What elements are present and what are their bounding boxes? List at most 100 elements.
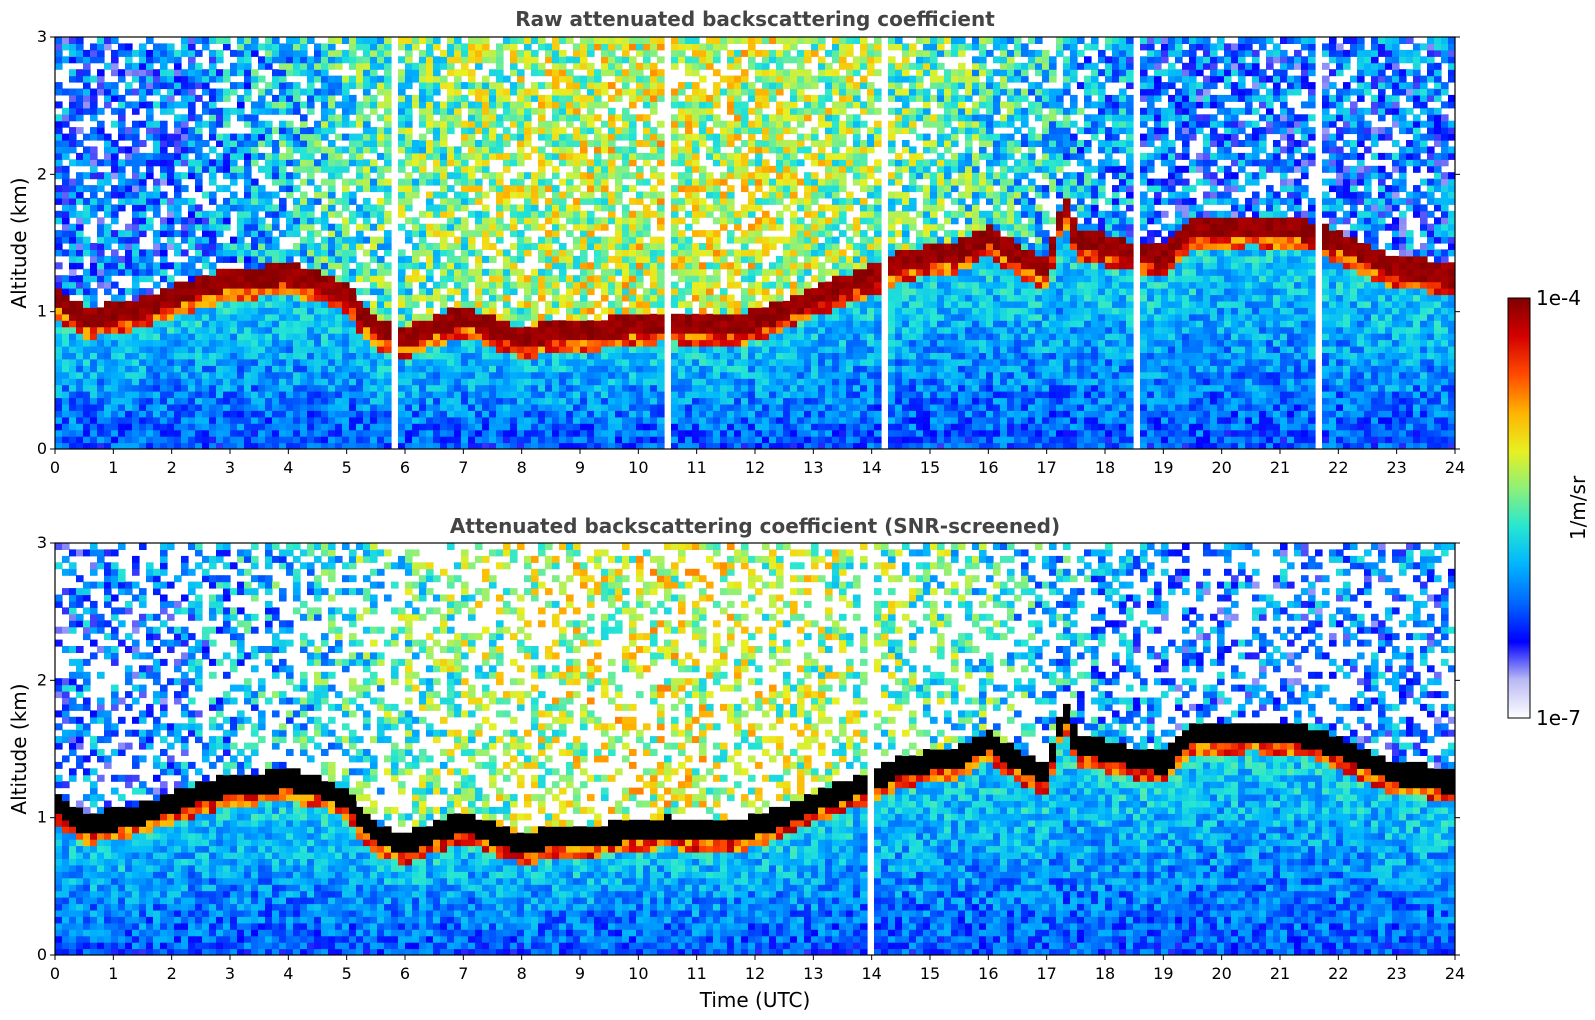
heatmap-cell bbox=[69, 191, 77, 199]
heatmap-cell bbox=[209, 230, 217, 238]
heatmap-cell bbox=[538, 275, 546, 283]
heatmap-cell bbox=[489, 152, 497, 160]
heatmap-cell bbox=[335, 313, 343, 321]
heatmap-cell bbox=[524, 56, 532, 64]
heatmap-cell bbox=[384, 197, 392, 205]
heatmap-cell bbox=[258, 165, 266, 173]
heatmap-cell bbox=[335, 255, 343, 263]
heatmap-cell bbox=[692, 230, 700, 238]
heatmap-cell bbox=[160, 140, 168, 147]
heatmap-cell bbox=[272, 313, 280, 321]
heatmap-cell bbox=[713, 416, 721, 424]
heatmap-cell bbox=[405, 378, 413, 386]
heatmap-cell bbox=[335, 320, 343, 328]
heatmap-cell bbox=[139, 288, 147, 296]
heatmap-cell bbox=[538, 410, 546, 418]
heatmap-cell bbox=[699, 249, 707, 257]
heatmap-cell bbox=[335, 75, 343, 83]
heatmap-cell bbox=[321, 423, 329, 431]
heatmap-cell bbox=[440, 313, 448, 321]
heatmap-cell bbox=[97, 442, 105, 449]
heatmap-cell bbox=[405, 333, 413, 341]
heatmap-cell bbox=[230, 378, 238, 386]
heatmap-cell bbox=[685, 423, 693, 431]
heatmap-cell bbox=[608, 423, 616, 431]
heatmap-cell bbox=[370, 307, 378, 315]
heatmap-cell bbox=[678, 230, 686, 238]
heatmap-cell bbox=[230, 403, 238, 411]
heatmap-cell bbox=[405, 236, 413, 244]
heatmap-cell bbox=[552, 339, 560, 347]
heatmap-cell bbox=[447, 436, 455, 444]
heatmap-cell bbox=[237, 107, 245, 115]
heatmap-cell bbox=[293, 101, 301, 109]
heatmap-cell bbox=[699, 326, 707, 334]
heatmap-cell bbox=[139, 307, 147, 315]
heatmap-cell bbox=[195, 333, 203, 341]
heatmap-cell bbox=[412, 410, 420, 418]
heatmap-cell bbox=[167, 403, 175, 411]
heatmap-cell bbox=[279, 107, 287, 115]
heatmap-cell bbox=[601, 403, 609, 411]
heatmap-cell bbox=[685, 436, 693, 444]
heatmap-cell bbox=[524, 133, 532, 141]
heatmap-cell bbox=[573, 384, 581, 392]
heatmap-cell bbox=[405, 352, 413, 360]
heatmap-cell bbox=[671, 204, 679, 212]
heatmap-cell bbox=[405, 339, 413, 347]
heatmap-cell bbox=[216, 281, 224, 289]
heatmap-cell bbox=[636, 152, 644, 160]
heatmap-cell bbox=[279, 152, 287, 160]
heatmap-cell bbox=[538, 294, 546, 302]
heatmap-cell bbox=[223, 339, 231, 347]
heatmap-cell bbox=[706, 62, 714, 70]
heatmap-cell bbox=[237, 210, 245, 218]
heatmap-cell bbox=[398, 378, 406, 386]
heatmap-cell bbox=[244, 339, 252, 347]
heatmap-cell bbox=[622, 442, 630, 449]
heatmap-cell bbox=[307, 384, 315, 392]
heatmap-cell bbox=[629, 223, 637, 231]
heatmap-cell bbox=[454, 300, 462, 308]
heatmap-cell bbox=[335, 410, 343, 418]
heatmap-cell bbox=[692, 358, 700, 366]
heatmap-cell bbox=[258, 133, 266, 141]
heatmap-cell bbox=[671, 114, 679, 122]
heatmap-cell bbox=[314, 255, 322, 263]
heatmap-cell bbox=[622, 378, 630, 386]
heatmap-cell bbox=[370, 49, 378, 57]
heatmap-cell bbox=[237, 275, 245, 283]
heatmap-cell bbox=[307, 230, 315, 238]
heatmap-cell bbox=[685, 300, 693, 308]
heatmap-cell bbox=[538, 249, 546, 257]
heatmap-cell bbox=[643, 217, 651, 225]
heatmap-cell bbox=[426, 275, 434, 283]
heatmap-cell bbox=[293, 165, 301, 173]
heatmap-cell bbox=[97, 43, 105, 51]
heatmap-cell bbox=[258, 43, 266, 51]
heatmap-cell bbox=[524, 423, 532, 431]
heatmap-cell bbox=[342, 146, 350, 154]
heatmap-cell bbox=[377, 197, 385, 205]
heatmap-cell bbox=[111, 191, 119, 199]
heatmap-cell bbox=[363, 371, 371, 379]
heatmap-cell bbox=[447, 249, 455, 257]
heatmap-cell bbox=[293, 429, 301, 437]
heatmap-cell bbox=[209, 313, 217, 321]
heatmap-cell bbox=[566, 281, 574, 289]
heatmap-cell bbox=[461, 429, 469, 437]
heatmap-cell bbox=[279, 397, 287, 405]
heatmap-cell bbox=[580, 307, 588, 315]
heatmap-cell bbox=[363, 159, 371, 167]
heatmap-cell bbox=[566, 69, 574, 77]
heatmap-cell bbox=[636, 339, 644, 347]
heatmap-cell bbox=[139, 365, 147, 373]
heatmap-cell bbox=[118, 352, 126, 360]
heatmap-cell bbox=[286, 410, 294, 418]
heatmap-cell bbox=[629, 391, 637, 399]
heatmap-cell bbox=[153, 371, 161, 379]
heatmap-cell bbox=[55, 101, 63, 109]
heatmap-cell bbox=[202, 107, 210, 115]
heatmap-cell bbox=[174, 410, 182, 418]
heatmap-cell bbox=[279, 178, 287, 186]
